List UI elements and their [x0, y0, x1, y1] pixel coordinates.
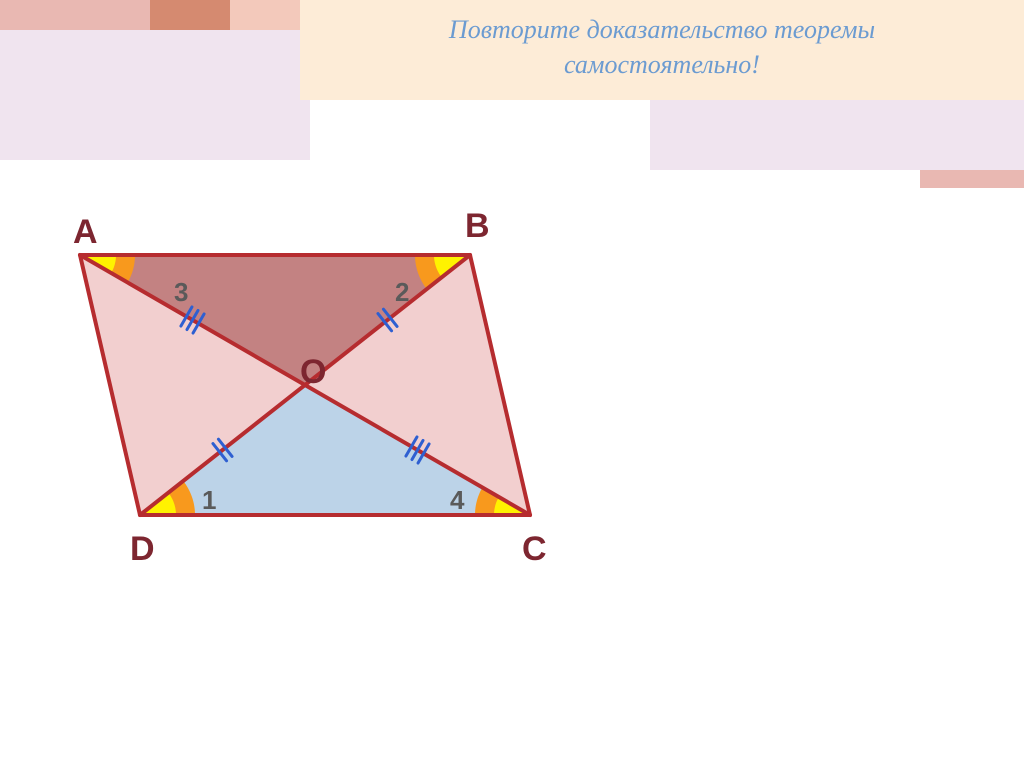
decor-block-1: [150, 0, 230, 30]
vertex-label-A: A: [73, 213, 98, 252]
title-box: Повторите доказательство теоремы самосто…: [300, 0, 1024, 100]
decor-block-5: [650, 100, 1024, 170]
parallelogram-diagram: A B C D O 1 2 3 4: [40, 185, 590, 605]
vertex-label-B: B: [465, 207, 490, 246]
decor-block-0: [0, 0, 150, 30]
angle-label-1: 1: [202, 485, 216, 516]
angle-label-3: 3: [174, 277, 188, 308]
decor-block-6: [920, 170, 1024, 188]
decor-block-4: [310, 100, 650, 150]
vertex-label-O: O: [300, 353, 326, 392]
angle-label-4: 4: [450, 485, 464, 516]
title-line-1: Повторите доказательство теоремы: [300, 12, 1024, 47]
vertex-label-D: D: [130, 530, 155, 569]
decor-block-3: [0, 30, 310, 160]
decor-block-2: [230, 0, 310, 30]
title-line-2: самостоятельно!: [300, 47, 1024, 82]
angle-label-2: 2: [395, 277, 409, 308]
vertex-label-C: C: [522, 530, 547, 569]
